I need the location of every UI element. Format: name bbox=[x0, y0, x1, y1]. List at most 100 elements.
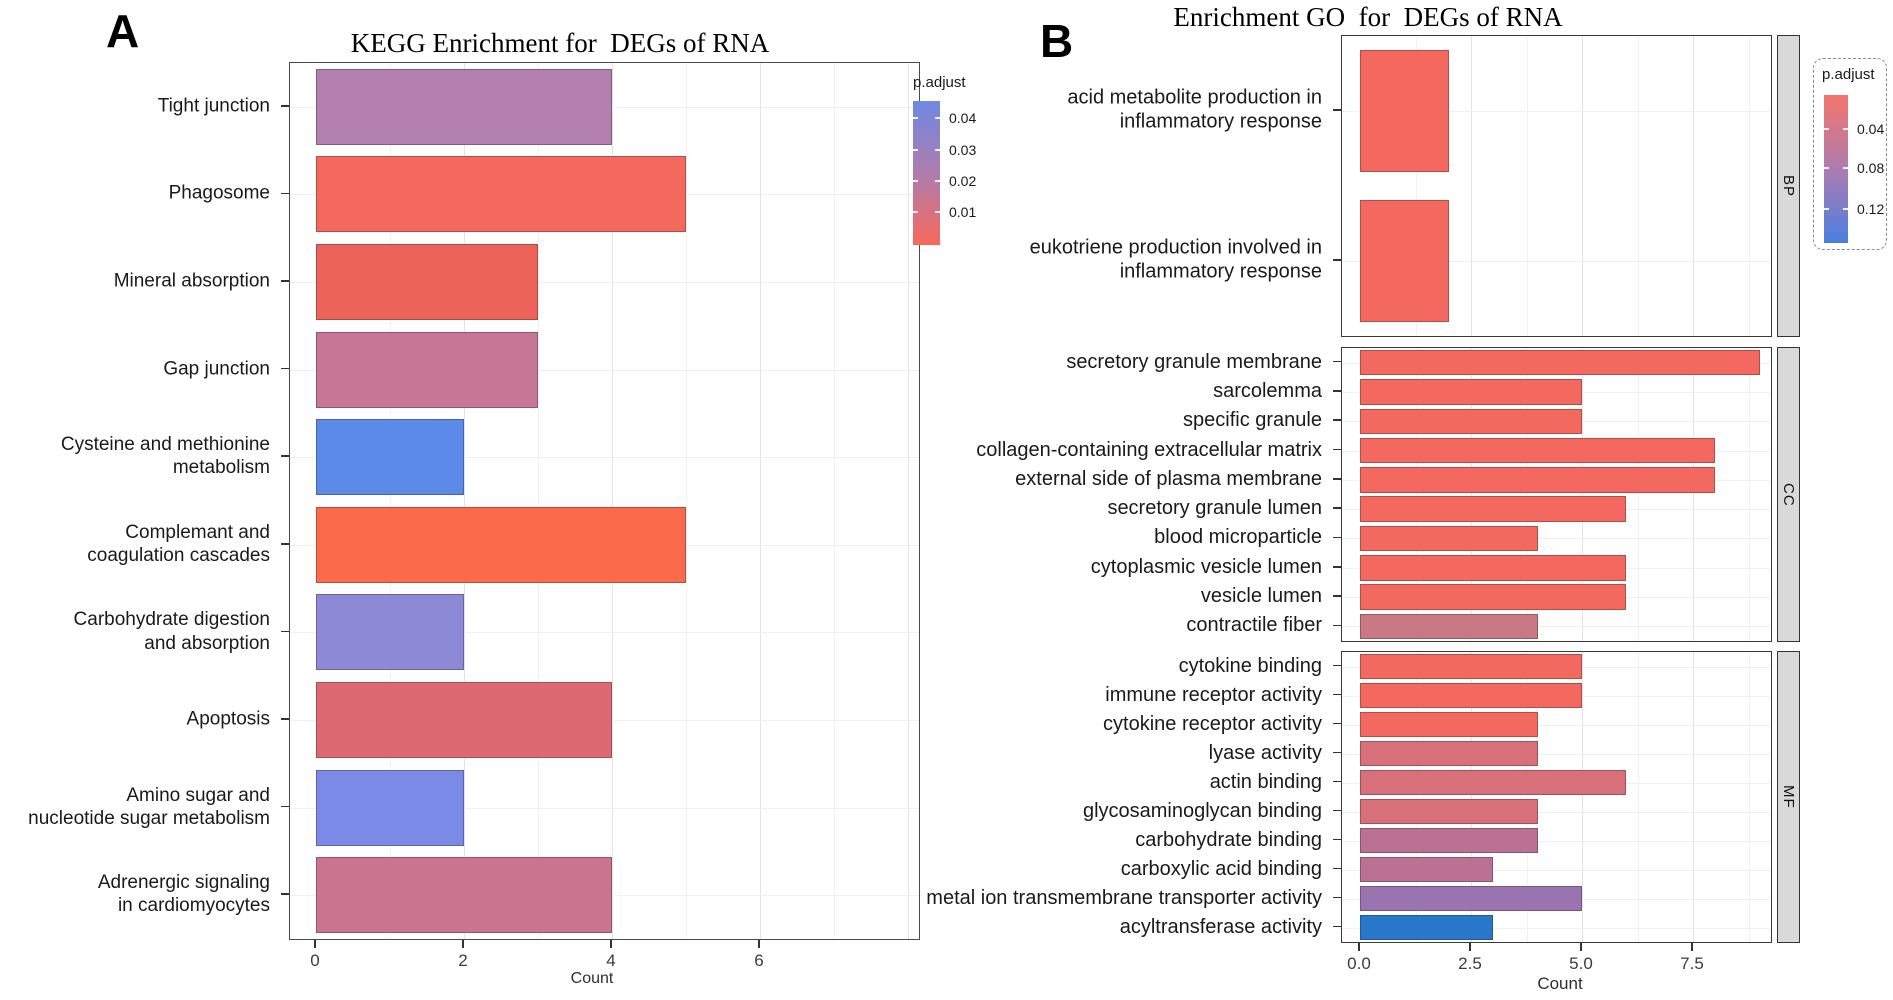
row-gridline bbox=[290, 369, 919, 371]
legend-tick-left bbox=[913, 179, 918, 182]
y-axis-tick bbox=[281, 805, 289, 808]
bar bbox=[1360, 584, 1627, 610]
bar bbox=[1360, 798, 1538, 825]
legend-tick-left bbox=[913, 116, 918, 119]
bar bbox=[1360, 653, 1582, 680]
x-axis-tick bbox=[1469, 943, 1471, 951]
y-axis-label: sarcolemma bbox=[1213, 379, 1322, 402]
legend-tick-left bbox=[913, 210, 918, 213]
minor-gridline bbox=[1526, 348, 1528, 641]
x-axis-tick bbox=[314, 940, 316, 948]
bar bbox=[1360, 437, 1716, 464]
y-axis-tick bbox=[1333, 565, 1341, 568]
y-axis-tick bbox=[1333, 751, 1341, 754]
y-axis-label: collagen-containing extracellular matrix bbox=[976, 438, 1322, 461]
bar bbox=[316, 682, 612, 758]
bar bbox=[316, 156, 686, 233]
y-axis-label: eukotriene production involved in inflam… bbox=[1029, 236, 1322, 283]
facet-strip-label: BP bbox=[1780, 174, 1797, 197]
bar bbox=[1360, 349, 1760, 376]
panel-a-legend: p.adjust 0.04 0.03 0.02 0.01 bbox=[913, 74, 1003, 254]
x-axis-tick bbox=[1358, 943, 1360, 951]
bar bbox=[1360, 711, 1538, 738]
minor-gridline bbox=[1748, 652, 1750, 942]
major-gridline bbox=[1693, 36, 1694, 336]
y-axis-label: external side of plasma membrane bbox=[1015, 467, 1322, 490]
y-axis-label: Phagosome bbox=[168, 182, 270, 204]
y-axis-tick bbox=[281, 105, 289, 107]
y-axis-label: cytokine receptor activity bbox=[1103, 712, 1322, 735]
legend-tick-right bbox=[935, 210, 940, 213]
minor-gridline bbox=[834, 63, 835, 939]
x-axis-tick bbox=[610, 940, 612, 948]
bar bbox=[1360, 467, 1716, 493]
y-axis-tick bbox=[1333, 896, 1341, 899]
x-axis-tick-label: 0.0 bbox=[1347, 954, 1371, 973]
minor-gridline bbox=[1637, 36, 1639, 336]
y-axis-label: Cysteine and methionine metabolism bbox=[60, 434, 270, 479]
panel-b-legend-title: p.adjust bbox=[1822, 66, 1875, 83]
y-axis-label: immune receptor activity bbox=[1105, 683, 1322, 706]
y-axis-tick bbox=[281, 718, 289, 720]
panel-a-plot-area bbox=[289, 62, 920, 940]
bar bbox=[1360, 555, 1627, 581]
y-axis-tick bbox=[1333, 595, 1341, 597]
facet-strip-label: MF bbox=[1780, 785, 1797, 809]
major-gridline bbox=[1471, 348, 1472, 641]
bar bbox=[316, 419, 464, 496]
y-axis-tick bbox=[1333, 838, 1341, 841]
legend-tick-left bbox=[913, 148, 918, 151]
y-axis-label: acid metabolite production in inflammato… bbox=[1067, 86, 1322, 133]
x-axis-tick bbox=[1691, 943, 1693, 951]
row-gridline bbox=[1342, 753, 1771, 755]
minor-gridline bbox=[1526, 652, 1528, 942]
y-axis-tick bbox=[1333, 809, 1341, 812]
y-axis-label: blood microparticle bbox=[1154, 526, 1322, 549]
y-axis-tick bbox=[1333, 507, 1341, 509]
y-axis-label: Amino sugar and nucleotide sugar metabol… bbox=[28, 784, 270, 829]
row-gridline bbox=[1342, 626, 1771, 628]
bar bbox=[1360, 856, 1494, 883]
y-axis-label: metal ion transmembrane transporter acti… bbox=[926, 886, 1322, 909]
facet-strip-cc: CC bbox=[1777, 347, 1800, 642]
minor-gridline bbox=[538, 63, 539, 939]
major-gridline bbox=[1693, 348, 1694, 641]
legend-tick-right bbox=[1843, 128, 1848, 131]
y-axis-label: Adrenergic signaling in cardiomyocytes bbox=[97, 872, 270, 917]
y-axis-tick bbox=[1333, 664, 1341, 667]
y-axis-label: carbohydrate binding bbox=[1135, 828, 1322, 851]
y-axis-tick bbox=[281, 455, 289, 457]
y-axis-label: secretory granule membrane bbox=[1066, 350, 1322, 373]
minor-gridline bbox=[1415, 348, 1417, 641]
major-gridline bbox=[464, 63, 465, 939]
y-axis-label: glycosaminoglycan binding bbox=[1082, 799, 1322, 822]
y-axis-tick bbox=[1333, 390, 1341, 392]
facet-strip-bp: BP bbox=[1777, 35, 1800, 337]
y-axis-label: carboxylic acid binding bbox=[1120, 857, 1322, 880]
legend-tick-label: 0.08 bbox=[1857, 159, 1885, 176]
facet-strip-label: CC bbox=[1780, 482, 1797, 507]
minor-gridline bbox=[1637, 652, 1639, 942]
row-gridline bbox=[1342, 811, 1771, 813]
panel-a-title: KEGG Enrichment for DEGs of RNA bbox=[350, 28, 770, 58]
major-gridline bbox=[1582, 652, 1583, 942]
y-axis-tick bbox=[281, 280, 289, 282]
y-axis-tick bbox=[1333, 448, 1341, 451]
y-axis-label: Tight junction bbox=[157, 95, 270, 117]
row-gridline bbox=[1342, 869, 1771, 871]
legend-tick-right bbox=[1843, 166, 1848, 169]
legend-tick-label: 0.02 bbox=[949, 172, 977, 189]
legend-gradient-bar bbox=[1824, 95, 1848, 243]
y-axis-label: Mineral absorption bbox=[113, 270, 270, 292]
bar bbox=[1360, 740, 1538, 767]
row-gridline bbox=[290, 632, 919, 634]
bar bbox=[1360, 200, 1449, 322]
minor-gridline bbox=[1637, 348, 1639, 641]
minor-gridline bbox=[1415, 36, 1417, 336]
major-gridline bbox=[1582, 348, 1583, 641]
row-gridline bbox=[1342, 840, 1771, 842]
x-axis-tick-label: 5.0 bbox=[1569, 954, 1593, 973]
minor-gridline bbox=[686, 63, 687, 939]
row-gridline bbox=[1342, 111, 1771, 112]
